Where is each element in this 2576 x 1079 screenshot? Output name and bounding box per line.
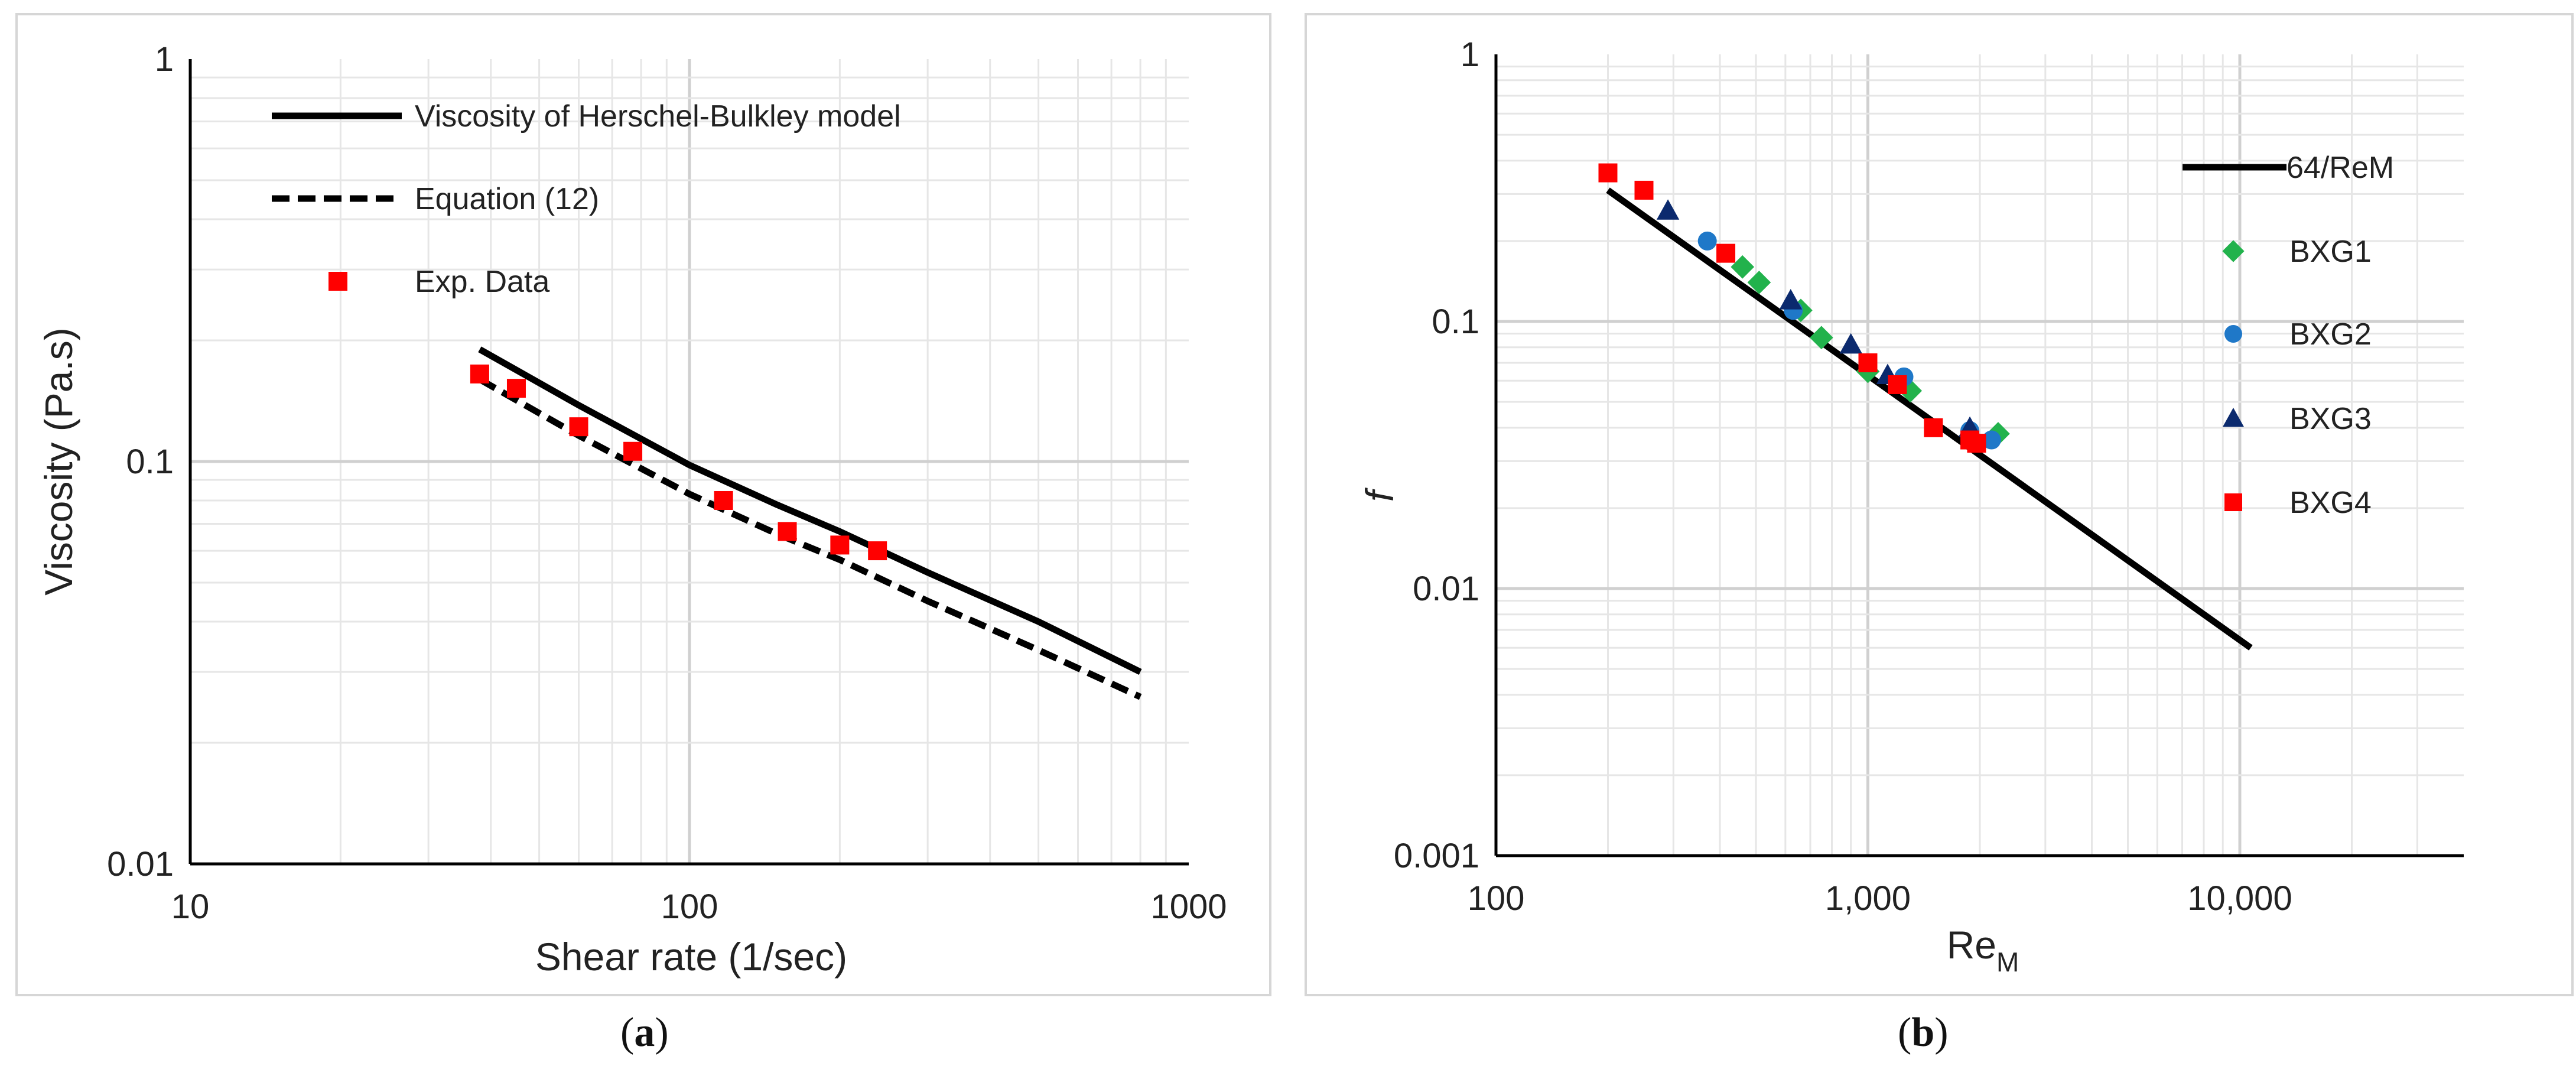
x-tick-label: 10,000 [2187, 879, 2292, 918]
data-point-bxg1 [1898, 379, 1923, 403]
data-point-bxg4 [1716, 243, 1736, 263]
data-point-bxg4 [1888, 375, 1907, 394]
data-point-exp-data [868, 541, 887, 561]
legend-swatch-marker [328, 272, 347, 291]
x-tick-label: 10 [171, 888, 210, 926]
legend-label: Equation (12) [415, 182, 599, 216]
data-point-bxg1 [1810, 326, 1833, 350]
series-bxg4 [1598, 163, 1986, 453]
panel-a-frame [15, 13, 1271, 996]
data-point-bxg4 [1598, 163, 1618, 183]
x-axis-title-subscript: M [1996, 947, 2019, 977]
y-tick-label: 0.1 [126, 443, 174, 481]
data-point-bxg4 [1634, 180, 1654, 200]
legend-b: 64/ReM BXG1 BXG2 BXG3 BXG4 [2183, 151, 2394, 520]
data-point-exp-data [830, 535, 850, 555]
grid-b [1496, 54, 2464, 856]
x-tick-label: 100 [1468, 879, 1525, 918]
y-tick-label: 0.001 [1394, 837, 1479, 875]
x-axis-title-a: Shear rate (1/sec) [535, 935, 847, 979]
data-point-bxg2 [1982, 430, 2001, 450]
legend-swatch-marker [2222, 240, 2245, 262]
legend-label: Exp. Data [415, 265, 549, 299]
legend-swatch-marker [2224, 325, 2242, 343]
data-point-bxg4 [1967, 434, 1986, 453]
data-point-bxg3 [1779, 289, 1803, 310]
data-point-exp-data [506, 379, 526, 398]
data-point-exp-data [470, 364, 489, 384]
legend-label: Viscosity of Herschel-Bulkley model [415, 99, 901, 134]
data-point-exp-data [569, 417, 588, 437]
y-tick-label: 1 [1461, 35, 1479, 74]
series-exp-data [470, 364, 887, 561]
series-line-equation-12- [478, 376, 1142, 700]
data-point-exp-data [778, 522, 797, 541]
grid-a [190, 59, 1189, 864]
data-point-bxg3 [1656, 199, 1680, 220]
y-axis-title-b: f [1358, 487, 1401, 502]
legend-label: BXG4 [2289, 486, 2372, 520]
y-axis-title-a: Viscosity (Pa.s) [37, 327, 80, 596]
series-line-viscosity-of-herschel-bulkley-model [478, 346, 1142, 675]
data-point-bxg4 [1858, 353, 1878, 373]
x-axis-title-b: ReM [1947, 923, 2019, 977]
x-tick-label: 1000 [1150, 888, 1227, 926]
y-tick-label: 1 [155, 40, 174, 79]
legend-label: BXG2 [2289, 317, 2372, 352]
data-point-exp-data [623, 441, 643, 461]
legend-a: Viscosity of Herschel-Bulkley model Equat… [272, 99, 901, 299]
legend-swatch-marker [2224, 493, 2242, 511]
data-point-bxg2 [1697, 231, 1717, 251]
data-point-bxg1 [1731, 255, 1755, 279]
caption-b: (b) [1898, 1010, 1949, 1055]
data-point-bxg4 [1924, 418, 1943, 437]
x-axis-title-main: Re [1947, 923, 1996, 967]
panel-b-frame [1305, 13, 2574, 996]
y-tick-label: 0.01 [1413, 570, 1479, 608]
x-tick-label: 100 [661, 888, 718, 926]
legend-label: BXG1 [2289, 235, 2372, 269]
y-tick-label: 0.1 [1432, 303, 1479, 341]
y-tick-label: 0.01 [107, 845, 174, 883]
x-tick-label: 1,000 [1825, 879, 1911, 918]
legend-label: 64/ReM [2286, 151, 2394, 185]
data-point-bxg3 [1839, 333, 1862, 354]
legend-swatch-marker [2223, 408, 2244, 427]
data-point-exp-data [714, 490, 733, 510]
caption-a: (a) [620, 1010, 669, 1055]
data-point-bxg1 [1747, 271, 1771, 294]
series-bxg1 [1731, 255, 2010, 446]
legend-label: BXG3 [2289, 402, 2372, 436]
